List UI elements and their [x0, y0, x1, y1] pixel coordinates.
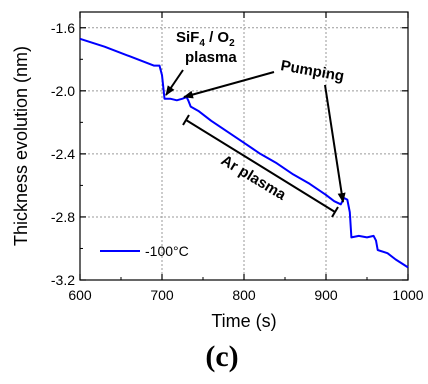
axis-ticks [79, 12, 409, 281]
panel-label: (c) [205, 340, 238, 373]
x-axis-title: Time (s) [211, 311, 276, 331]
legend: -100°C [100, 243, 189, 259]
x-tick-label: 800 [232, 287, 256, 303]
x-tick-label: 700 [150, 287, 174, 303]
annotation-plasma: plasma [185, 49, 237, 66]
y-tick-label: -2.8 [51, 209, 75, 225]
x-tick-label: 600 [68, 287, 92, 303]
x-tick-labels: 600 700 800 900 1000 [68, 287, 423, 303]
series-line-minus-100c [79, 37, 409, 269]
annotation-pumping: Pumping [279, 57, 345, 85]
arrow-sif4-plasma [165, 69, 184, 96]
y-tick-label: -3.2 [51, 272, 75, 288]
annotation-sif4-o2: SiF4 / O2 [176, 29, 235, 49]
ar-plasma-span-line [185, 119, 336, 213]
y-tick-label: -2.4 [51, 146, 75, 162]
y-tick-labels: -1.6 -2.0 -2.4 -2.8 -3.2 [51, 20, 75, 288]
y-axis-title: Thickness evolution (nm) [11, 46, 31, 246]
x-tick-label: 900 [314, 287, 338, 303]
y-tick-label: -1.6 [51, 20, 75, 36]
y-tick-label: -2.0 [51, 83, 75, 99]
ar-plasma-span-cap-right [331, 206, 339, 218]
arrow-pumping-left [183, 71, 275, 99]
legend-label: -100°C [145, 243, 189, 259]
x-tick-label: 1000 [392, 287, 423, 303]
grid-lines [80, 12, 408, 280]
ar-plasma-span-cap-left [182, 114, 190, 126]
arrow-pumping-right [324, 84, 346, 203]
